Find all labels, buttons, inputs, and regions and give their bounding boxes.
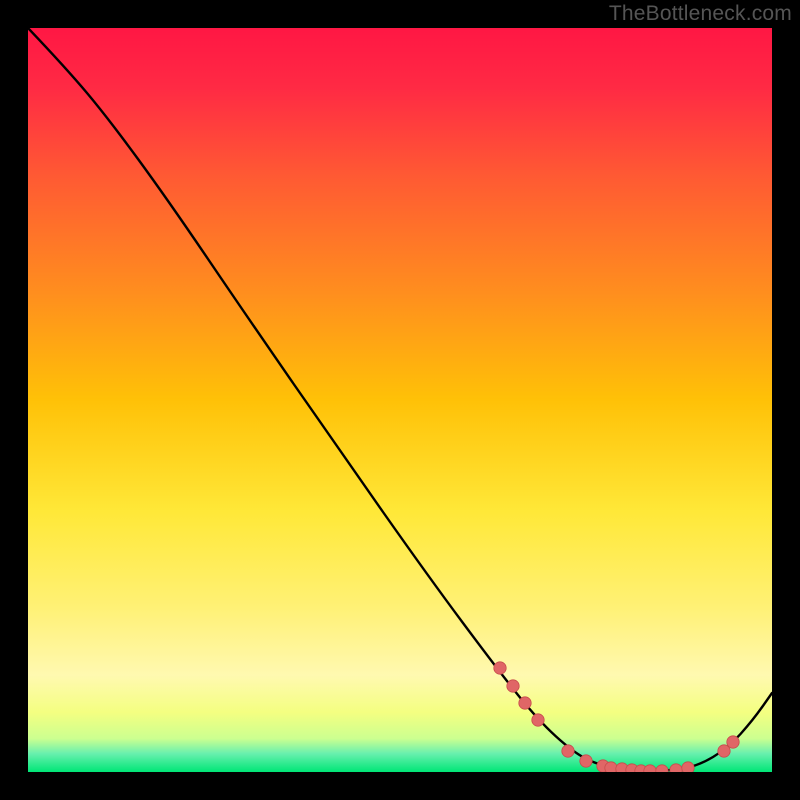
watermark-text: TheBottleneck.com: [609, 2, 792, 26]
chart-plot-area: [28, 28, 772, 772]
chart-marker: [670, 764, 682, 772]
chart-marker: [605, 762, 617, 772]
chart-marker: [682, 762, 694, 772]
chart-marker: [562, 745, 574, 757]
chart-marker: [532, 714, 544, 726]
chart-background: [28, 28, 772, 772]
chart-marker: [727, 736, 739, 748]
chart-marker: [580, 755, 592, 767]
chart-svg: [28, 28, 772, 772]
chart-marker: [494, 662, 506, 674]
chart-marker: [519, 697, 531, 709]
chart-marker: [507, 680, 519, 692]
